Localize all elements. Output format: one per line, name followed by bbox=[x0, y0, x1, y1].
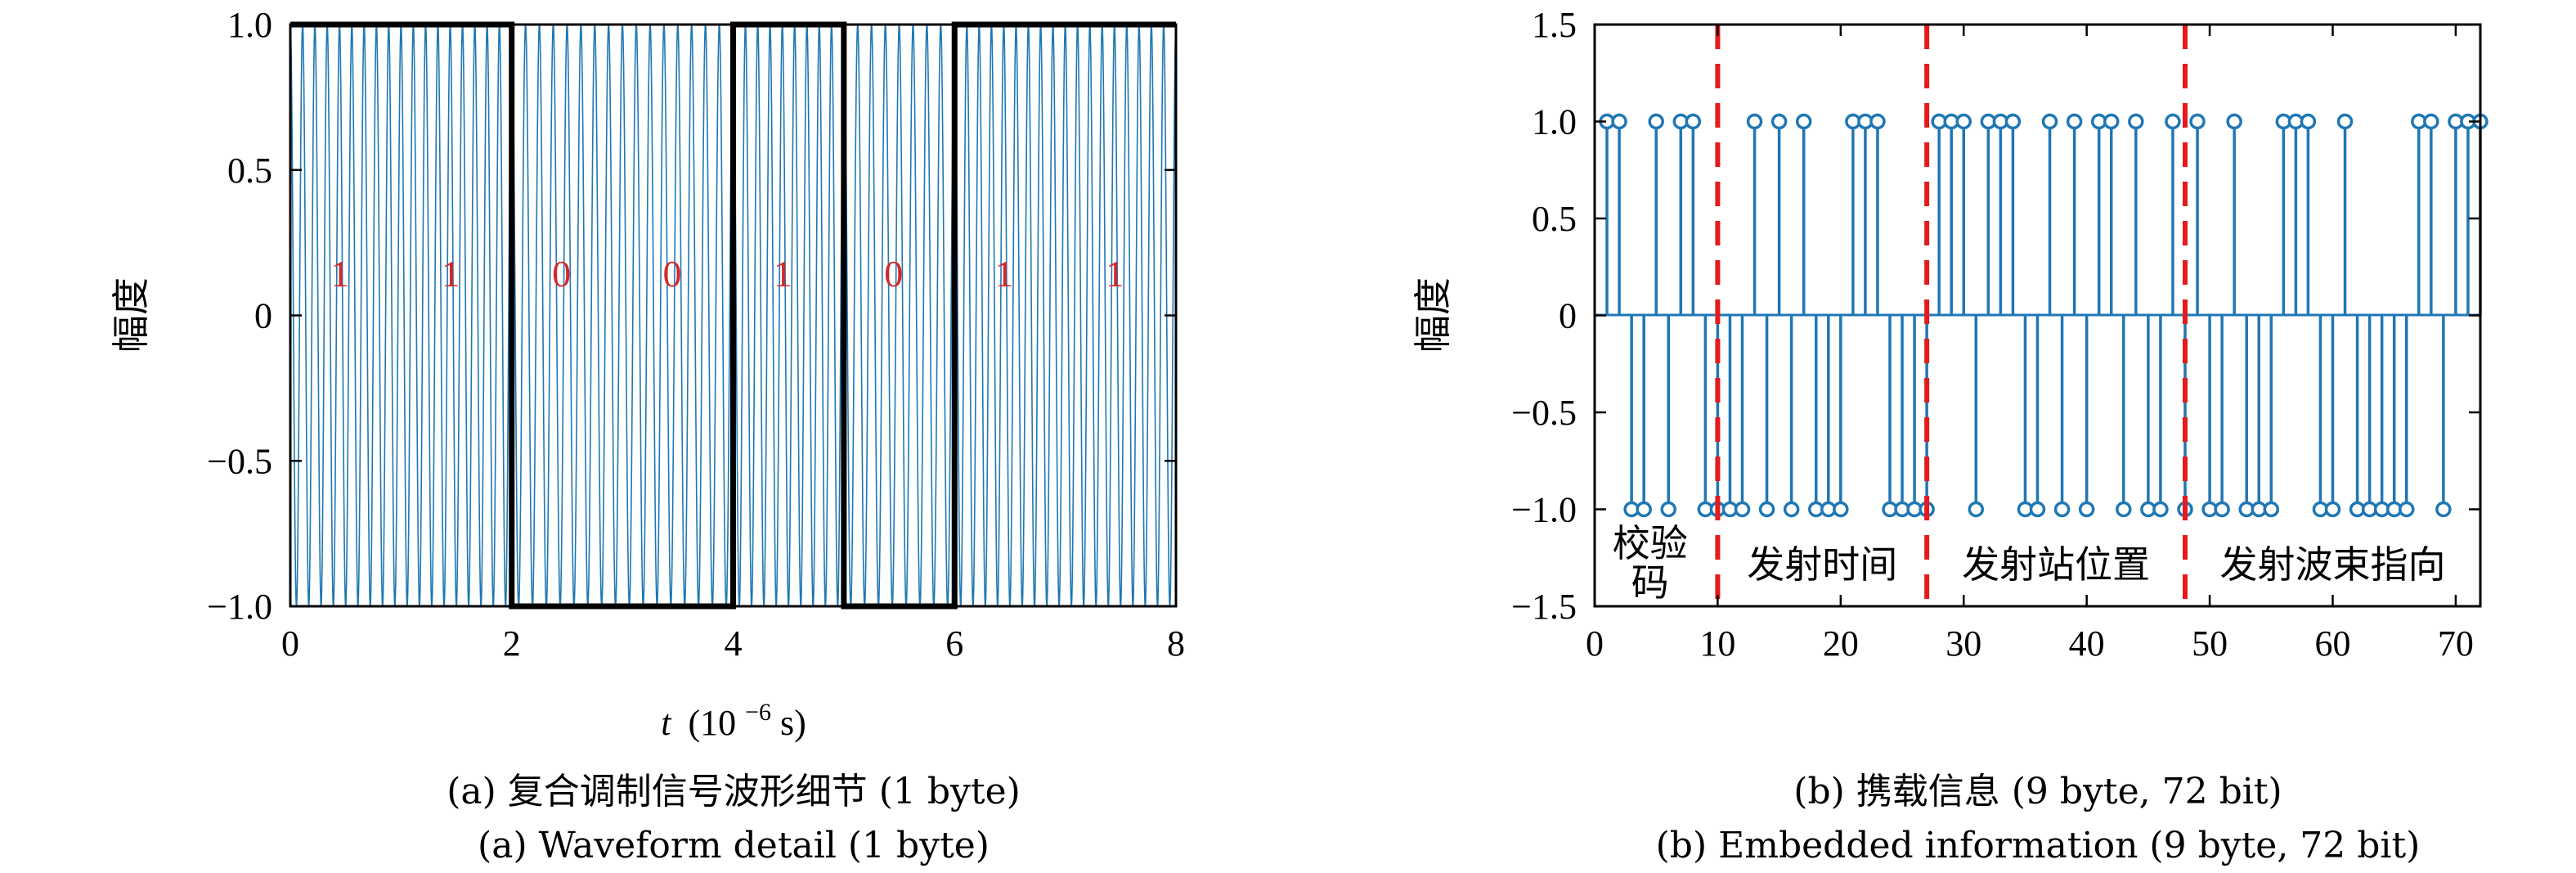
b-stem-marker bbox=[2435, 501, 2452, 518]
b-stem-marker bbox=[2423, 113, 2439, 130]
a-bit-label: 1 bbox=[774, 253, 792, 295]
b-stem-marker bbox=[2041, 113, 2058, 130]
b-stem-marker bbox=[2214, 501, 2230, 518]
b-segment-label: 发射时间 bbox=[1747, 542, 1897, 587]
b-ytick-label: −0.5 bbox=[1511, 393, 1577, 433]
b-stem-marker bbox=[1795, 113, 1812, 130]
b-stem-marker bbox=[2226, 113, 2242, 130]
b-xtick-label: 40 bbox=[2069, 623, 2105, 664]
a-xtick-label: 6 bbox=[945, 623, 963, 664]
b-stem-marker bbox=[2324, 501, 2341, 518]
a-xtick-label: 4 bbox=[725, 623, 743, 664]
a-xlabel-exp: −6 bbox=[745, 699, 771, 726]
b-stem-marker bbox=[2029, 501, 2046, 518]
b-xtick-label: 20 bbox=[1823, 623, 1859, 664]
a-bit-label: 1 bbox=[442, 253, 460, 295]
b-ytick-label: 0.5 bbox=[1532, 199, 1577, 239]
b-xtick-label: 70 bbox=[2438, 623, 2474, 664]
a-ytick-label: 1.0 bbox=[227, 5, 272, 45]
b-stem-marker bbox=[2300, 113, 2317, 130]
b-y-ticks: −1.5 −1.0 −0.5 0 0.5 1.0 1.5 bbox=[1511, 5, 2480, 627]
a-xlabel-unit: (10 bbox=[688, 703, 736, 743]
b-segment-label-line2: 码 bbox=[1631, 560, 1669, 605]
a-xtick-label: 8 bbox=[1167, 623, 1185, 664]
a-bit-labels: 1 1 0 0 1 0 1 1 bbox=[330, 253, 1124, 295]
a-xlabel-var: t bbox=[661, 703, 672, 743]
b-stem-marker bbox=[1648, 113, 1664, 130]
b-stem-marker bbox=[1833, 501, 1849, 518]
a-bit-label: 0 bbox=[552, 253, 571, 295]
b-segment-labels: 校验码 发射时间 发射站位置 发射波束指向 bbox=[1613, 521, 2446, 605]
b-stem-marker bbox=[1955, 113, 1972, 130]
b-stem-marker bbox=[2189, 113, 2206, 130]
b-ylabel: 幅度 bbox=[1411, 277, 1455, 353]
b-caption-cn: (b) 携载信息 (9 byte, 72 bit) bbox=[1793, 771, 2282, 812]
a-bit-label: 1 bbox=[995, 253, 1014, 295]
b-stem-marker bbox=[1636, 501, 1652, 518]
b-stem-marker bbox=[2004, 113, 2022, 130]
b-xtick-label: 60 bbox=[2315, 623, 2351, 664]
b-segment-label: 发射波束指向 bbox=[2220, 542, 2446, 587]
b-stem-marker bbox=[1746, 113, 1763, 130]
b-xtick-label: 50 bbox=[2192, 623, 2228, 664]
b-stem-marker bbox=[1869, 113, 1886, 130]
b-stem-marker bbox=[2263, 501, 2280, 518]
b-stem-marker bbox=[1660, 501, 1676, 518]
a-ytick-label: −1.0 bbox=[207, 587, 272, 627]
b-stem-marker bbox=[2336, 113, 2354, 130]
b-dividers bbox=[1715, 25, 2188, 606]
b-stem-marker bbox=[2078, 501, 2095, 518]
a-x-ticks: 0 2 4 6 8 bbox=[281, 25, 1185, 664]
b-caption-en: (b) Embedded information (9 byte, 72 bit… bbox=[1656, 825, 2421, 866]
b-xtick-label: 30 bbox=[1945, 623, 1981, 664]
a-xtick-label: 2 bbox=[503, 623, 521, 664]
panel-b-stem: 0 10 20 30 40 50 60 70 −1.5 −1.0 −0.5 0 0.5 1.0 1.5 校… bbox=[1411, 5, 2488, 866]
a-caption-cn: (a) 复合调制信号波形细节 (1 byte) bbox=[447, 771, 1021, 812]
b-segment-label-line1: 校验 bbox=[1613, 521, 1688, 565]
b-stem-marker bbox=[2103, 113, 2120, 130]
b-stem-marker bbox=[1685, 113, 1702, 130]
a-ytick-label: 0.5 bbox=[227, 151, 272, 191]
b-xtick-label: 10 bbox=[1699, 623, 1735, 664]
b-stem-marker bbox=[2066, 113, 2083, 130]
a-ytick-label: 0 bbox=[254, 296, 272, 336]
b-stem-marker bbox=[2116, 501, 2132, 518]
b-stem-marker bbox=[1734, 501, 1751, 518]
b-ytick-label: 1.5 bbox=[1532, 5, 1577, 45]
b-x-ticks: 0 10 20 30 40 50 60 70 bbox=[1586, 25, 2474, 664]
b-stem-marker bbox=[1758, 501, 1775, 518]
a-ytick-label: −0.5 bbox=[207, 441, 272, 481]
b-stem-marker bbox=[2053, 501, 2071, 518]
b-stem-marker bbox=[1783, 501, 1800, 518]
b-stem-marker bbox=[2128, 113, 2144, 130]
b-ytick-label: 1.0 bbox=[1532, 102, 1577, 142]
a-caption-en: (a) Waveform detail (1 byte) bbox=[478, 825, 990, 866]
b-segment-label: 发射站位置 bbox=[1962, 542, 2150, 587]
a-bit-label: 0 bbox=[884, 253, 903, 295]
a-bit-label: 0 bbox=[663, 253, 682, 295]
b-stem-marker bbox=[2165, 113, 2181, 130]
b-stem-marker bbox=[1968, 501, 1985, 518]
b-stem-marker bbox=[2152, 501, 2169, 518]
b-stem-marker bbox=[1770, 113, 1788, 130]
b-ytick-label: 0 bbox=[1559, 296, 1577, 336]
a-bit-label: 1 bbox=[1106, 253, 1124, 295]
a-xlabel: t (10 −6 s) bbox=[661, 688, 806, 743]
b-stem-marker bbox=[1611, 113, 1627, 130]
b-stem-marker bbox=[2399, 501, 2415, 518]
a-xtick-label: 0 bbox=[281, 623, 299, 664]
b-ytick-label: −1.0 bbox=[1511, 490, 1577, 530]
a-y-ticks: −1.0 −0.5 0 0.5 1.0 bbox=[207, 5, 1176, 627]
a-bit-label: 1 bbox=[330, 253, 349, 295]
b-ytick-label: −1.5 bbox=[1511, 587, 1577, 627]
a-xlabel-suffix: s) bbox=[780, 703, 806, 743]
panel-a-waveform: 1 1 0 0 1 0 1 1 0 2 4 6 8 −1.0 −0.5 0 0.5 1.0 幅度 t (10 … bbox=[109, 5, 1185, 866]
b-xtick-label: 0 bbox=[1586, 623, 1604, 664]
a-ylabel: 幅度 bbox=[109, 277, 153, 353]
